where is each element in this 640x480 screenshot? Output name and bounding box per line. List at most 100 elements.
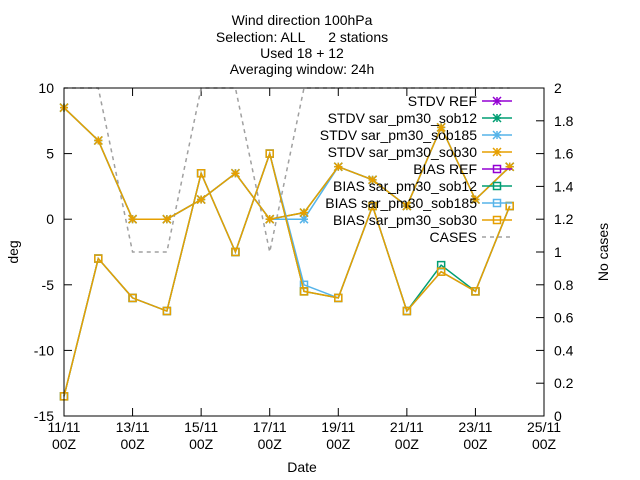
data-point-square: [436, 267, 446, 276]
legend-label: BIAS sar_pm30_sob185: [325, 195, 477, 211]
title-line-1: Wind direction 100hPa: [232, 12, 373, 28]
chart-title: Wind direction 100hPa Selection: ALL 2 s…: [216, 12, 388, 77]
data-point-star: [299, 214, 309, 224]
title-line-3: Used 18 + 12: [260, 45, 344, 61]
data-point-square: [231, 247, 240, 257]
y2-tick-label: 0.6: [554, 310, 574, 326]
x-tick-sublabel: 00Z: [52, 436, 77, 452]
x-tick-label: 13/11: [116, 419, 150, 435]
data-point-square: [492, 164, 502, 174]
data-point-star: [333, 162, 343, 172]
y-tick-label: -5: [42, 277, 55, 293]
data-point-square: [94, 254, 103, 263]
data-point-star: [230, 168, 240, 178]
data-point-star: [93, 135, 103, 146]
title-line-2: Selection: ALL 2 stations: [216, 29, 388, 45]
data-point-star: [492, 96, 502, 106]
legend-label: STDV sar_pm30_sob12: [328, 110, 478, 126]
legend-entry: BIAS sar_pm30_sob30: [333, 212, 512, 228]
legend-entry: BIAS sar_pm30_sob185: [325, 195, 512, 211]
legend-entry: STDV sar_pm30_sob30: [328, 144, 512, 160]
y2-tick-label: 1.6: [554, 146, 574, 162]
legend-entry: BIAS sar_pm30_sob12: [333, 178, 512, 194]
data-point-square: [265, 149, 274, 158]
x-tick-sublabel: 00Z: [189, 436, 214, 452]
data-point-square: [492, 198, 502, 208]
data-point-square: [492, 181, 502, 191]
plot-border: [63, 87, 545, 417]
y2-tick-label: 0.8: [554, 277, 574, 293]
y-tick-label: 5: [46, 146, 54, 162]
x-tick-label: 23/11: [458, 419, 492, 435]
legend-entry: STDV REF: [408, 93, 512, 109]
x-axis-label: Date: [287, 459, 317, 475]
legend-label: CASES: [430, 229, 477, 245]
legend-label: BIAS REF: [413, 161, 477, 177]
x-tick-sublabel: 00Z: [463, 436, 488, 452]
data-point-star: [265, 214, 275, 224]
y2-axis-label: No cases: [595, 223, 611, 281]
x-tick-label: 19/11: [321, 419, 355, 435]
y-tick-label: -10: [34, 342, 54, 358]
data-point-star: [162, 214, 172, 224]
x-tick-label: 21/11: [390, 419, 424, 435]
series-line: [63, 107, 511, 221]
data-point-square: [492, 215, 502, 225]
y2-tick-label: 1: [554, 244, 562, 260]
y2-tick-label: 2: [554, 80, 562, 96]
data-point-star: [470, 194, 480, 205]
tick-labels: -15-10-5051000.20.40.60.811.21.41.61.821…: [34, 80, 574, 452]
data-point-star: [368, 175, 378, 185]
legend-entry: BIAS REF: [413, 161, 512, 177]
data-point-square: [334, 293, 343, 303]
y2-tick-label: 1.2: [554, 211, 574, 227]
x-tick-sublabel: 00Z: [395, 436, 420, 452]
legend-entry: STDV sar_pm30_sob12: [328, 110, 512, 126]
data-point-star: [402, 201, 412, 211]
x-tick-sublabel: 00Z: [258, 436, 283, 452]
legend-entry: STDV sar_pm30_sob185: [320, 127, 512, 143]
data-point-square: [402, 306, 412, 316]
data-point-square: [128, 293, 137, 303]
title-line-4: Averaging window: 24h: [230, 61, 375, 77]
data-point-star: [299, 208, 309, 218]
y2-tick-label: 0.4: [554, 342, 574, 358]
y2-tick-label: 0: [554, 408, 562, 424]
data-point-star: [492, 113, 502, 123]
legend-entry: CASES: [430, 229, 512, 245]
data-point-star: [492, 147, 502, 157]
x-tick-label: 11/11: [48, 419, 81, 435]
y2-tick-label: 0.2: [554, 375, 574, 391]
data-point-square: [299, 287, 309, 296]
y2-tick-label: 1.8: [554, 113, 574, 129]
data-point-star: [196, 194, 206, 205]
y-tick-label: 10: [38, 80, 54, 96]
x-tick-sublabel: 00Z: [326, 436, 351, 452]
series-3: [59, 103, 515, 224]
y2-tick-label: 1.4: [554, 178, 574, 194]
data-point-star: [492, 130, 502, 140]
data-point-square: [471, 287, 480, 296]
x-tick-label: 15/11: [184, 419, 218, 435]
legend-label: STDV REF: [408, 93, 477, 109]
data-point-square: [368, 201, 377, 211]
series-line: [63, 150, 511, 397]
data-point-star: [128, 214, 138, 224]
x-tick-label: 17/11: [253, 419, 287, 435]
legend-label: STDV sar_pm30_sob30: [328, 144, 478, 160]
x-tick-sublabel: 00Z: [121, 436, 146, 452]
legend-label: BIAS sar_pm30_sob12: [333, 178, 477, 194]
data-point-square: [196, 169, 206, 178]
legend-label: BIAS sar_pm30_sob30: [333, 212, 477, 228]
x-tick-label: 25/11: [527, 419, 561, 435]
data-point-square: [162, 306, 172, 316]
y-tick-label: -15: [34, 408, 54, 424]
x-tick-sublabel: 00Z: [532, 436, 557, 452]
data-point-star: [436, 122, 446, 132]
y-tick-label: 0: [46, 211, 54, 227]
series-layer: [59, 103, 515, 401]
legend-label: STDV sar_pm30_sob185: [320, 127, 477, 143]
y-axis-label: deg: [5, 240, 21, 263]
